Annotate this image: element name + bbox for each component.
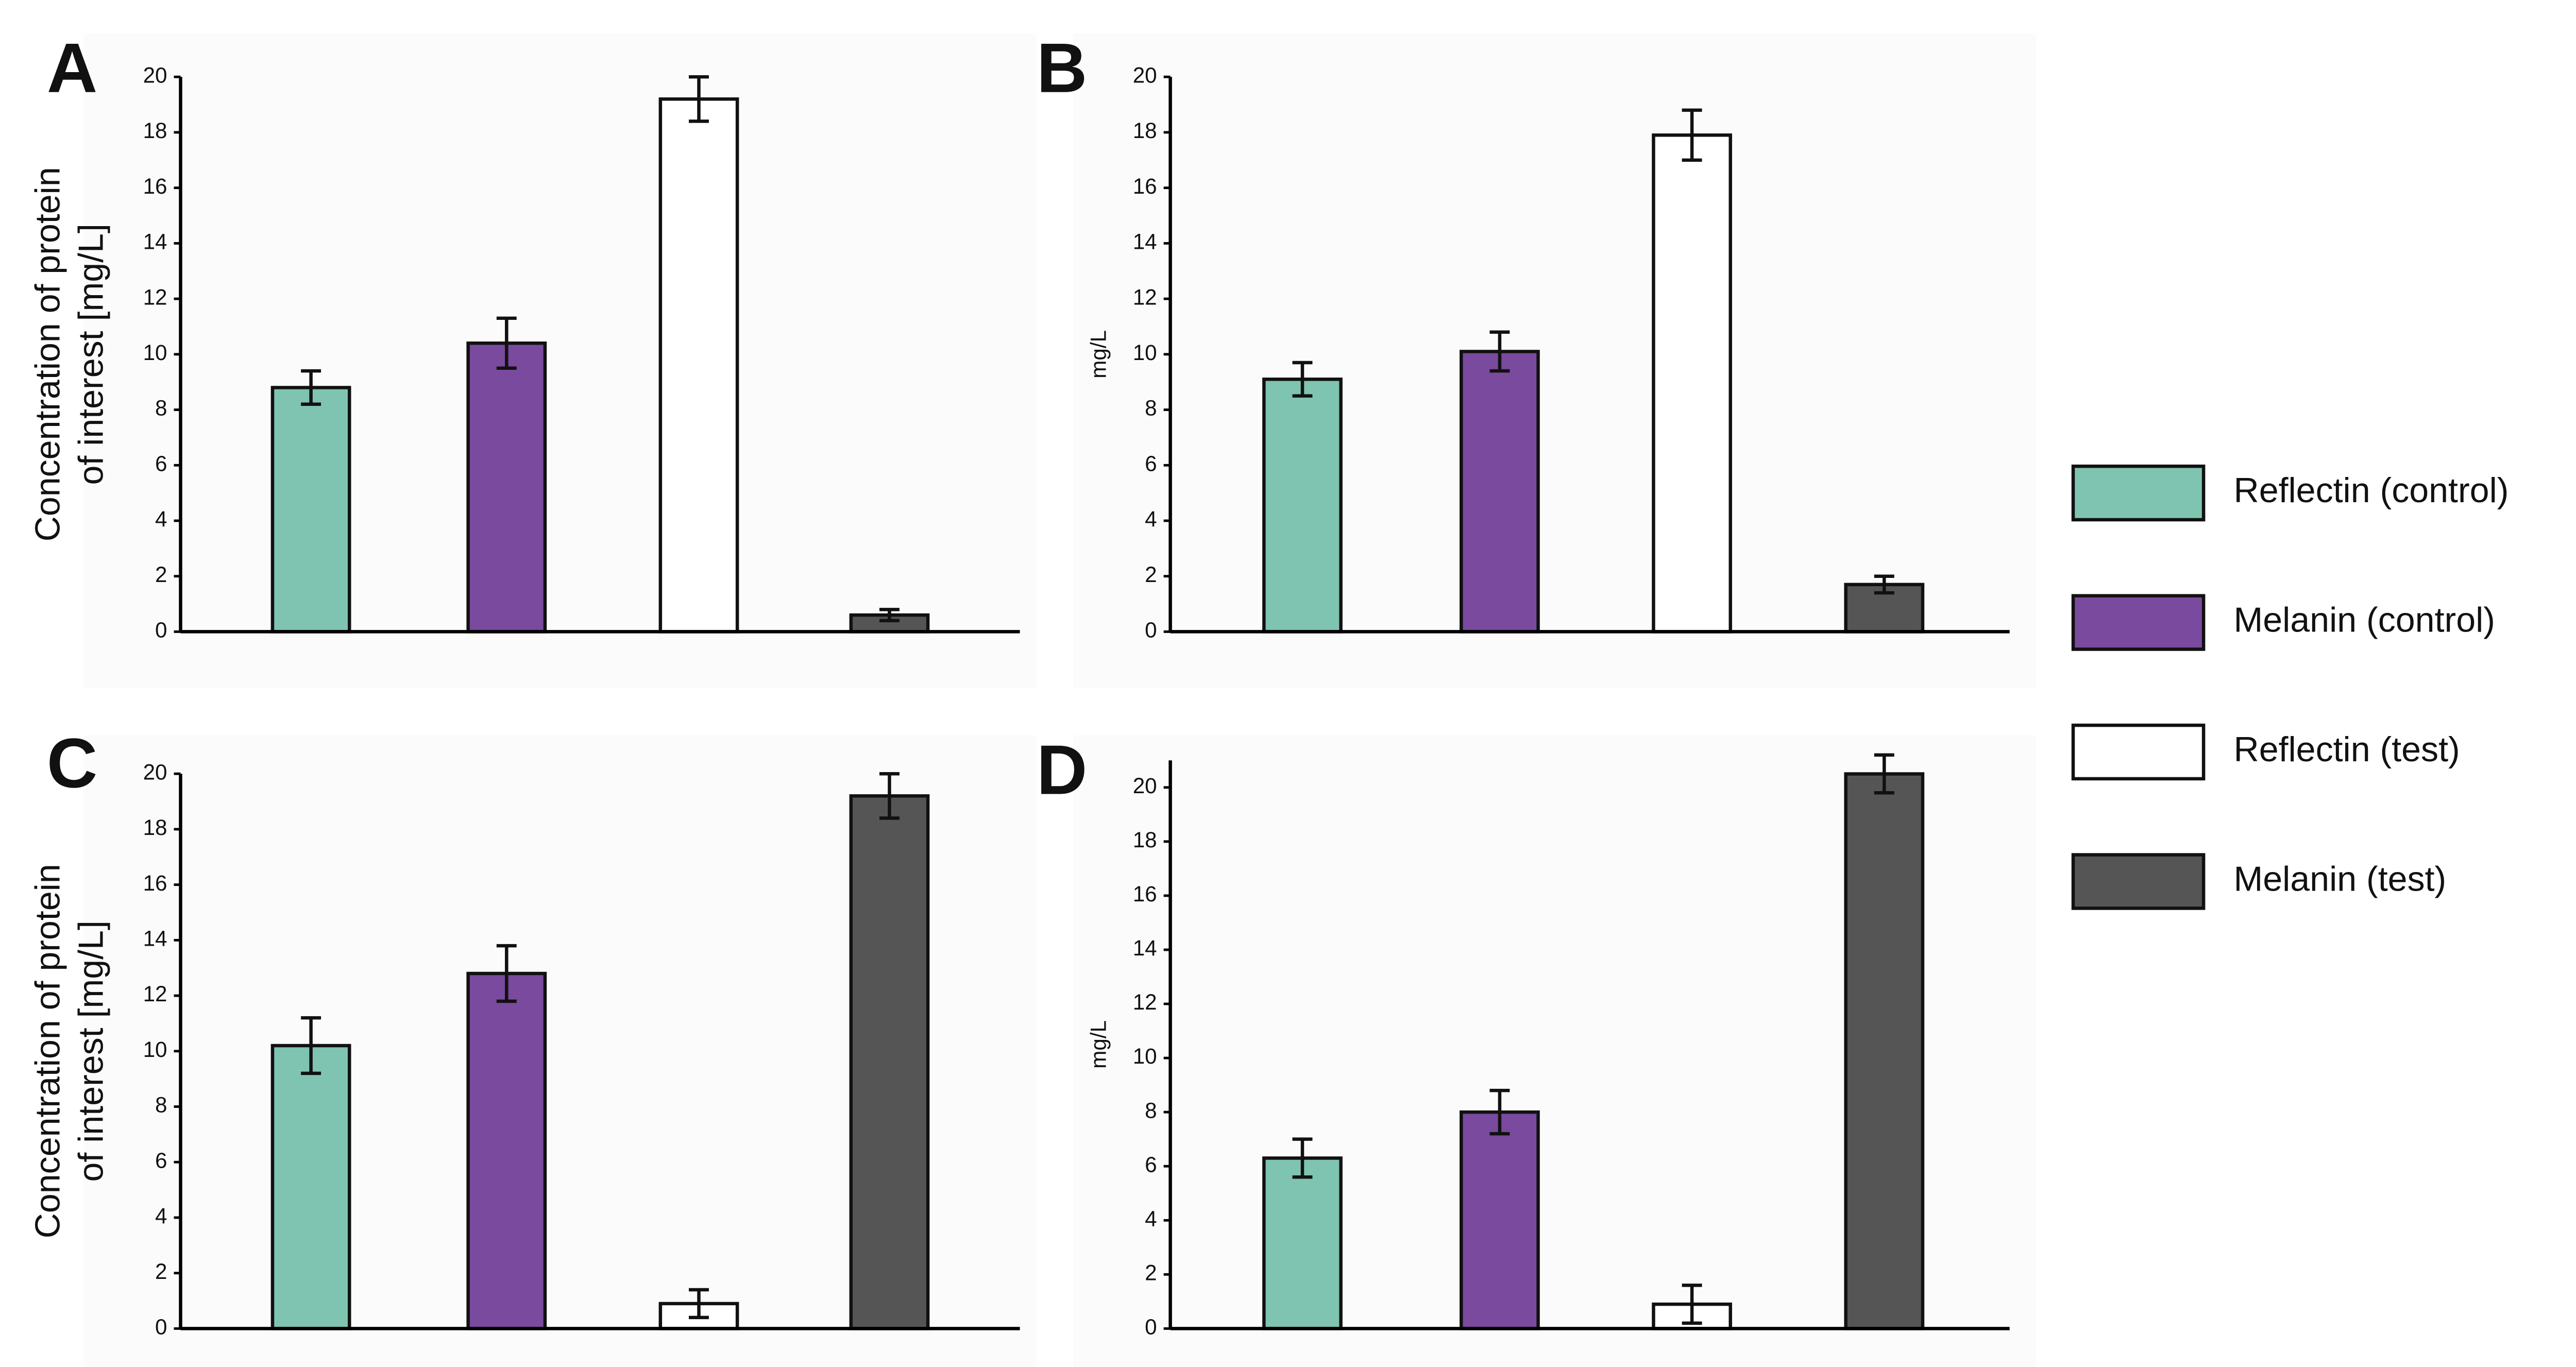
error-bar — [301, 369, 321, 406]
y-tick-label: 2 — [1145, 1260, 1157, 1285]
panel-label: C — [47, 724, 97, 802]
error-bar — [1292, 1137, 1313, 1179]
y-tick-label: 2 — [1145, 562, 1157, 587]
y-tick-label: 16 — [143, 871, 167, 895]
y-tick-label: 18 — [143, 815, 167, 840]
y-tick-label: 8 — [155, 396, 167, 420]
y-tick-label: 20 — [1133, 63, 1157, 87]
y-tick-label: 8 — [1145, 396, 1157, 420]
y-tick-label: 2 — [155, 562, 167, 587]
y-tick-label: 4 — [155, 507, 167, 531]
legend-swatch — [2071, 723, 2206, 781]
y-tick-label: 6 — [1145, 1152, 1157, 1176]
legend-swatch — [2071, 464, 2206, 522]
error-bar — [879, 772, 900, 820]
y-tick-label: 18 — [143, 118, 167, 143]
error-bar — [1682, 108, 1702, 162]
y-tick-label: 12 — [143, 285, 167, 309]
error-bar — [879, 608, 900, 623]
panel-label: B — [1037, 29, 1087, 107]
bar — [1460, 1110, 1540, 1330]
bar — [270, 1044, 351, 1330]
legend-label: Melanin (test) — [2234, 859, 2447, 898]
y-tick-label: 10 — [143, 340, 167, 365]
error-bar — [301, 1016, 321, 1075]
y-tick-label: 16 — [143, 174, 167, 198]
y-tick-label: 0 — [1145, 1315, 1157, 1339]
y-axis-label: Concentration of protein — [28, 864, 67, 1238]
y-axis-label: Concentration of protein — [28, 167, 67, 541]
y-tick-label: 18 — [1133, 828, 1157, 852]
y-tick-label: 10 — [143, 1037, 167, 1062]
error-bar — [1292, 361, 1313, 398]
legend-label: Melanin (control) — [2234, 601, 2495, 640]
y-tick-label: 18 — [1133, 118, 1157, 143]
y-tick-label: 16 — [1133, 174, 1157, 198]
y-tick-label: 14 — [1133, 936, 1157, 960]
y-tick-label: 8 — [1145, 1098, 1157, 1122]
y-tick-label: 8 — [155, 1093, 167, 1117]
bar — [466, 971, 547, 1330]
error-bar — [1682, 1284, 1702, 1325]
panel-background — [83, 33, 1037, 689]
bar — [658, 97, 739, 634]
y-tick-label: 2 — [155, 1259, 167, 1284]
y-tick-label: 12 — [1133, 990, 1157, 1014]
y-tick-label: 6 — [155, 451, 167, 475]
y-tick-label: 14 — [1133, 230, 1157, 254]
bar — [1652, 133, 1732, 634]
bar — [1844, 772, 1925, 1330]
y-tick-label: 14 — [143, 230, 167, 254]
y-axis-label: of interest [mg/L] — [72, 920, 111, 1182]
error-bar — [1489, 330, 1510, 373]
bar — [849, 794, 930, 1330]
y-tick-label: 4 — [1145, 1206, 1157, 1231]
bar — [1460, 350, 1540, 634]
panel-background — [1073, 33, 2037, 689]
y-tick-label: 20 — [1133, 774, 1157, 798]
error-bar — [1874, 574, 1894, 595]
y-tick-label: 12 — [143, 982, 167, 1006]
legend-label: Reflectin (control) — [2234, 471, 2509, 510]
error-bar — [1874, 753, 1894, 795]
panel-label: D — [1037, 730, 1087, 809]
legend-swatch — [2071, 853, 2206, 910]
error-bar — [1489, 1088, 1510, 1136]
y-tick-label: 14 — [143, 926, 167, 950]
y-tick-label: 4 — [1145, 507, 1157, 531]
y-tick-label: 0 — [155, 618, 167, 642]
y-tick-label: 0 — [1145, 618, 1157, 642]
bar — [270, 386, 351, 634]
y-tick-label: 6 — [155, 1148, 167, 1172]
y-tick-label: 20 — [143, 760, 167, 784]
y-tick-label: 4 — [155, 1204, 167, 1228]
panel-label: A — [47, 29, 97, 107]
y-tick-label: 0 — [155, 1315, 167, 1339]
y-tick-label: 10 — [1133, 1044, 1157, 1068]
y-axis-label: mg/L — [1086, 1020, 1110, 1069]
y-tick-label: 6 — [1145, 451, 1157, 475]
y-axis-label: mg/L — [1086, 330, 1110, 379]
bar — [466, 341, 547, 634]
error-bar — [496, 316, 517, 370]
legend-label: Reflectin (test) — [2234, 730, 2460, 769]
error-bar — [689, 1288, 709, 1320]
y-axis-label: of interest [mg/L] — [72, 224, 111, 485]
y-tick-label: 12 — [1133, 285, 1157, 309]
y-tick-label: 16 — [1133, 882, 1157, 906]
error-bar — [496, 944, 517, 1003]
y-tick-label: 10 — [1133, 340, 1157, 365]
legend-swatch — [2071, 594, 2206, 651]
bar — [1262, 1156, 1343, 1330]
y-tick-label: 20 — [143, 63, 167, 87]
bar — [1262, 378, 1343, 634]
error-bar — [689, 75, 709, 123]
